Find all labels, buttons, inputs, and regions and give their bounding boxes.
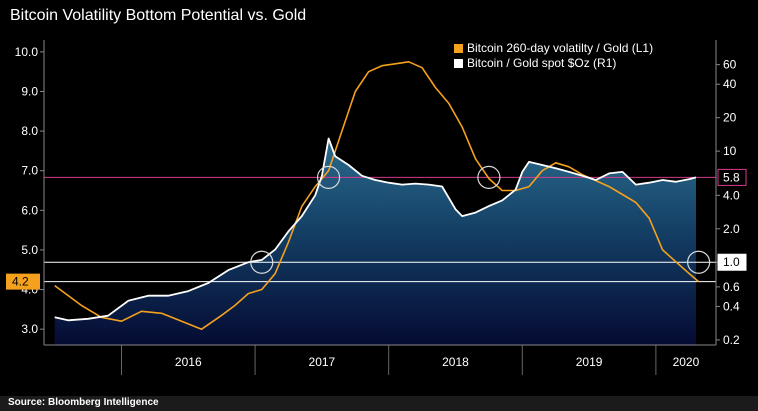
highlight-circle xyxy=(477,165,501,190)
highlight-circle xyxy=(250,250,274,274)
highlight-circle xyxy=(687,250,711,274)
legend-swatch xyxy=(454,44,463,53)
highlight-circle xyxy=(316,165,341,190)
left-tick-label: 3.0 xyxy=(21,322,38,336)
right-value-tag-label: 1.0 xyxy=(723,255,740,269)
volatility-series-line xyxy=(54,61,700,330)
right-tick-label: 0.4 xyxy=(723,299,740,313)
left-tick-label: 6.0 xyxy=(21,203,38,217)
right-tick-label: 4.0 xyxy=(723,188,740,202)
left-tick-label: 9.0 xyxy=(21,84,38,98)
right-tick-label: 2.0 xyxy=(723,222,740,236)
chart-title: Bitcoin Volatility Bottom Potential vs. … xyxy=(10,7,307,24)
x-tick-label: 2016 xyxy=(175,355,202,369)
legend-label: Bitcoin / Gold spot $Oz (R1) xyxy=(467,56,616,70)
footer: Source: Bloomberg Intelligence xyxy=(0,396,758,411)
right-tick-label: 60 xyxy=(723,58,737,72)
chart: 3.0 4.0 5.0 6.0 7.0 8.0 9.0 10.0 0.2 0.4 0.6 1.0 2.0… xyxy=(0,32,758,396)
legend-box xyxy=(448,40,710,74)
left-value-tag xyxy=(6,273,40,290)
right-tick-label: 0.6 xyxy=(723,280,740,294)
x-tick-label: 2018 xyxy=(442,355,469,369)
right-tick-label: 0.2 xyxy=(723,333,740,347)
left-tick-label: 8.0 xyxy=(21,124,38,138)
right-tick-label: 20 xyxy=(723,111,737,125)
source-text: Source: Bloomberg Intelligence xyxy=(8,397,159,408)
legend-swatch xyxy=(454,59,463,68)
x-tick-label: 2020 xyxy=(673,355,700,369)
spot-ratio-series-line xyxy=(54,137,697,322)
right-tick-label: 40 xyxy=(723,77,737,91)
legend-label: Bitcoin 260-day volatilty / Gold (L1) xyxy=(467,41,653,55)
right-value-tag-label: 5.8 xyxy=(723,170,740,184)
right-value-tag xyxy=(717,253,747,271)
x-tick-label: 2019 xyxy=(576,355,603,369)
spot-ratio-area xyxy=(54,138,697,345)
right-tick-label: 10 xyxy=(723,144,737,158)
title-bar: Bitcoin Volatility Bottom Potential vs. … xyxy=(0,0,758,32)
x-tick-label: 2017 xyxy=(309,355,336,369)
left-tick-label: 10.0 xyxy=(15,45,39,59)
right-value-tag xyxy=(717,168,747,186)
left-tick-label: 7.0 xyxy=(21,164,38,178)
left-tick-label: 5.0 xyxy=(21,243,38,257)
left-value-tag-label: 4.2 xyxy=(12,275,29,289)
